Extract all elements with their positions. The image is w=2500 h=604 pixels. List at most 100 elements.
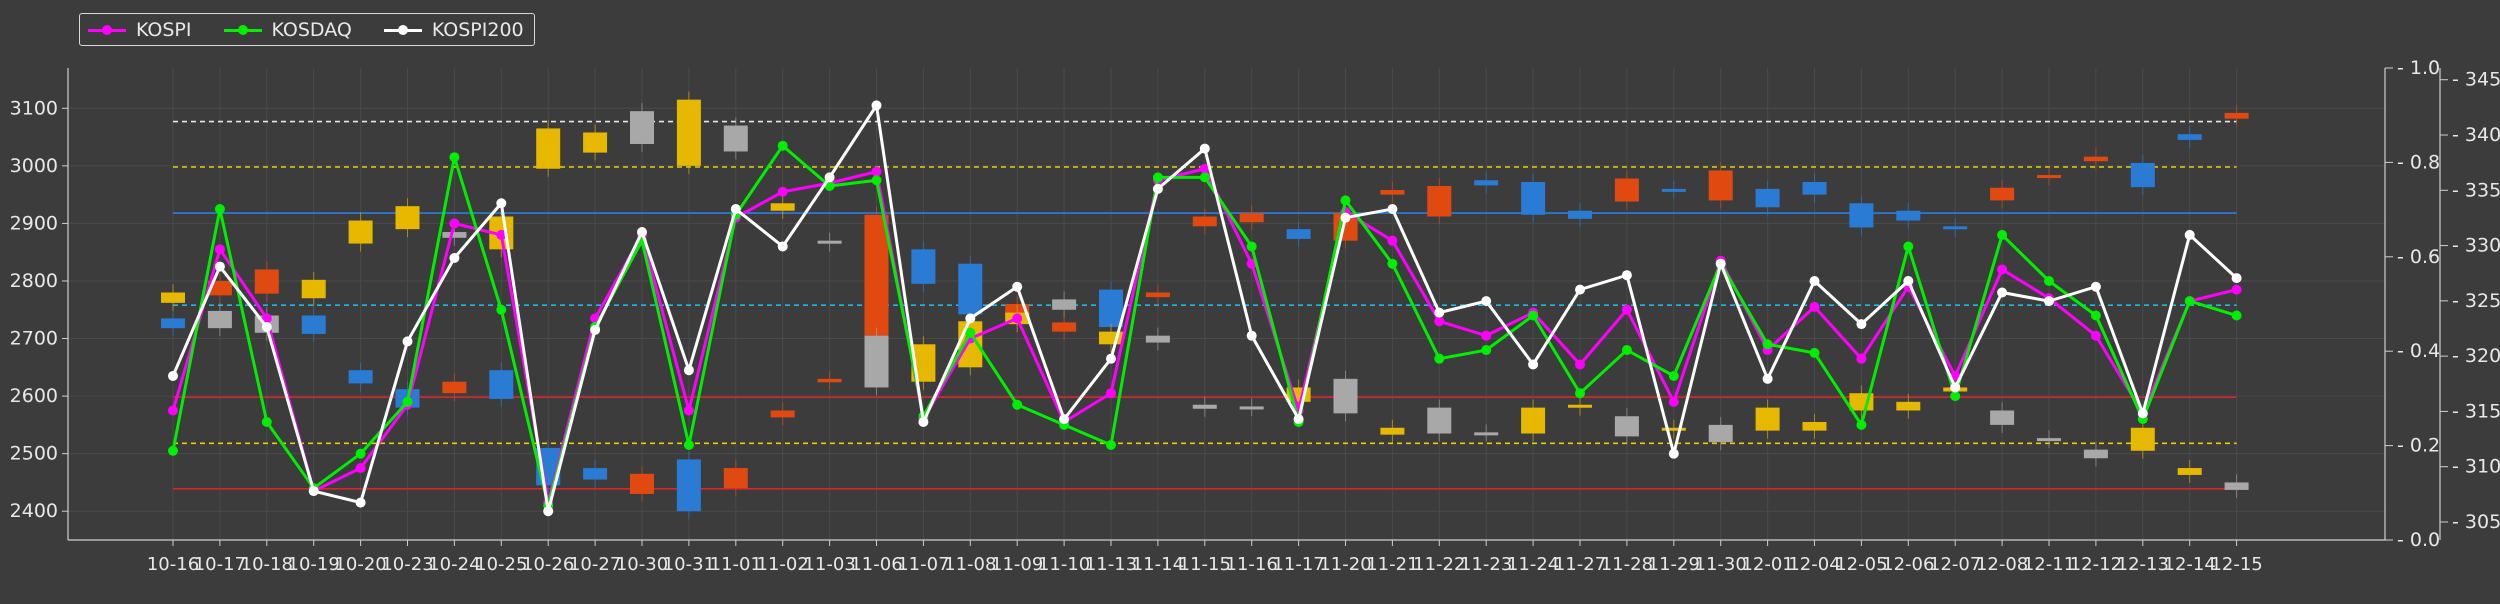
candle-box bbox=[817, 240, 842, 244]
legend-swatch-kospi bbox=[88, 23, 126, 37]
x-tick-label: 12-04 bbox=[1788, 554, 1840, 575]
candle-box bbox=[770, 203, 795, 211]
series-point-kospi200 bbox=[1668, 448, 1679, 459]
x-tick-label: 12-07 bbox=[1929, 554, 1981, 575]
series-point-kosdaq bbox=[496, 304, 507, 315]
candle-box bbox=[207, 310, 232, 329]
series-point-kosdaq bbox=[168, 445, 178, 456]
middle-tick-label: - 0.4 bbox=[2397, 340, 2440, 362]
series-point-kosdaq bbox=[2090, 310, 2101, 321]
left-tick-label: 3000 bbox=[10, 155, 58, 177]
left-tick-label: 2700 bbox=[10, 328, 58, 350]
x-tick-label: 11-17 bbox=[1272, 554, 1324, 575]
x-tick-label: 11-14 bbox=[1132, 554, 1184, 575]
candle-box bbox=[1474, 432, 1499, 436]
series-point-kospi200 bbox=[1481, 296, 1492, 307]
candle-box bbox=[2083, 156, 2108, 162]
candle-box bbox=[1614, 416, 1639, 437]
series-point-kospi200 bbox=[730, 204, 741, 215]
series-point-kosdaq bbox=[2184, 296, 2195, 307]
legend-item-kospi[interactable]: KOSPI bbox=[88, 19, 192, 41]
series-point-kospi200 bbox=[1997, 287, 2008, 298]
series-point-kospi200 bbox=[1434, 307, 1445, 318]
left-tick-label: 3100 bbox=[10, 97, 58, 119]
series-point-kospi bbox=[2231, 284, 2242, 295]
legend-item-kosdaq[interactable]: KOSDAQ bbox=[223, 19, 352, 41]
candle-box bbox=[1427, 407, 1452, 434]
right-tick-label: - 320 bbox=[2452, 345, 2500, 367]
x-tick-label: 10-31 bbox=[663, 554, 715, 575]
candle-box bbox=[1661, 188, 1686, 192]
legend-item-kospi200[interactable]: KOSPI200 bbox=[383, 19, 524, 41]
candle-box bbox=[958, 263, 983, 315]
series-point-kosdaq bbox=[777, 140, 788, 151]
candle-box bbox=[1380, 427, 1405, 435]
series-point-kosdaq bbox=[1621, 345, 1632, 356]
x-tick-label: 11-08 bbox=[944, 554, 996, 575]
candle-box bbox=[1380, 190, 1405, 195]
x-tick-label: 12-06 bbox=[1882, 554, 1934, 575]
series-point-kospi bbox=[1809, 301, 1820, 312]
series-point-kospi200 bbox=[1903, 275, 1914, 286]
x-tick-label: 10-17 bbox=[194, 554, 246, 575]
series-point-kosdaq bbox=[1528, 310, 1539, 321]
series-point-kosdaq bbox=[1340, 195, 1351, 206]
series-point-kosdaq bbox=[449, 152, 460, 163]
series-point-kospi200 bbox=[1715, 258, 1726, 269]
x-tick-label: 11-13 bbox=[1085, 554, 1137, 575]
candle-box bbox=[1990, 410, 2015, 425]
series-point-kospi bbox=[214, 244, 225, 255]
series-point-kospi bbox=[261, 313, 272, 324]
series-point-kosdaq bbox=[402, 396, 413, 407]
right-tick-label: - 325 bbox=[2452, 290, 2500, 312]
series-point-kosdaq bbox=[2231, 310, 2242, 321]
series-point-kospi bbox=[1668, 396, 1679, 407]
candle-box bbox=[1802, 181, 1827, 195]
candle-box bbox=[161, 318, 185, 329]
left-tick-label: 2800 bbox=[10, 270, 58, 292]
x-tick-label: 12-13 bbox=[2117, 554, 2169, 575]
candle-box bbox=[676, 459, 701, 512]
series-point-kospi bbox=[1575, 359, 1585, 370]
series-point-kosdaq bbox=[1762, 339, 1773, 350]
series-point-kosdaq bbox=[1012, 399, 1023, 410]
series-point-kosdaq bbox=[1481, 345, 1492, 356]
series-point-kospi200 bbox=[261, 322, 272, 333]
x-tick-label: 11-30 bbox=[1695, 554, 1747, 575]
series-point-kosdaq bbox=[1903, 241, 1914, 252]
x-tick-label: 11-15 bbox=[1179, 554, 1231, 575]
series-point-kosdaq bbox=[355, 448, 366, 459]
x-tick-label: 11-29 bbox=[1648, 554, 1700, 575]
series-point-kospi200 bbox=[496, 198, 507, 209]
candle-box bbox=[1192, 216, 1217, 227]
series-point-kosdaq bbox=[871, 175, 882, 186]
candle-box bbox=[1145, 335, 1170, 343]
x-tick-label: 11-20 bbox=[1319, 554, 1371, 575]
candle-box bbox=[864, 335, 889, 388]
candle-box bbox=[1286, 229, 1311, 239]
candle-box bbox=[1990, 187, 2015, 201]
candle-box bbox=[442, 381, 467, 394]
x-tick-label: 11-01 bbox=[710, 554, 762, 575]
candle-box bbox=[2130, 427, 2155, 451]
x-tick-label: 11-06 bbox=[850, 554, 902, 575]
series-point-kospi bbox=[449, 218, 460, 229]
series-point-kospi bbox=[1997, 264, 2008, 275]
candle-box bbox=[1614, 178, 1639, 202]
candle-box bbox=[1239, 213, 1264, 223]
candle-box bbox=[348, 220, 373, 244]
series-point-kospi200 bbox=[2184, 229, 2195, 240]
series-point-kospi200 bbox=[965, 313, 976, 324]
candle-box bbox=[2224, 112, 2249, 119]
x-tick-label: 12-01 bbox=[1741, 554, 1793, 575]
candle-box bbox=[1052, 299, 1077, 310]
right-tick-label: - 310 bbox=[2452, 456, 2500, 478]
x-tick-label: 12-15 bbox=[2210, 554, 2262, 575]
candle-box bbox=[770, 410, 795, 418]
candle-box bbox=[1192, 404, 1217, 409]
candle-box bbox=[1099, 289, 1123, 328]
x-tick-label: 11-03 bbox=[803, 554, 855, 575]
series-point-kospi200 bbox=[683, 365, 694, 376]
right-tick-label: - 335 bbox=[2452, 179, 2500, 201]
